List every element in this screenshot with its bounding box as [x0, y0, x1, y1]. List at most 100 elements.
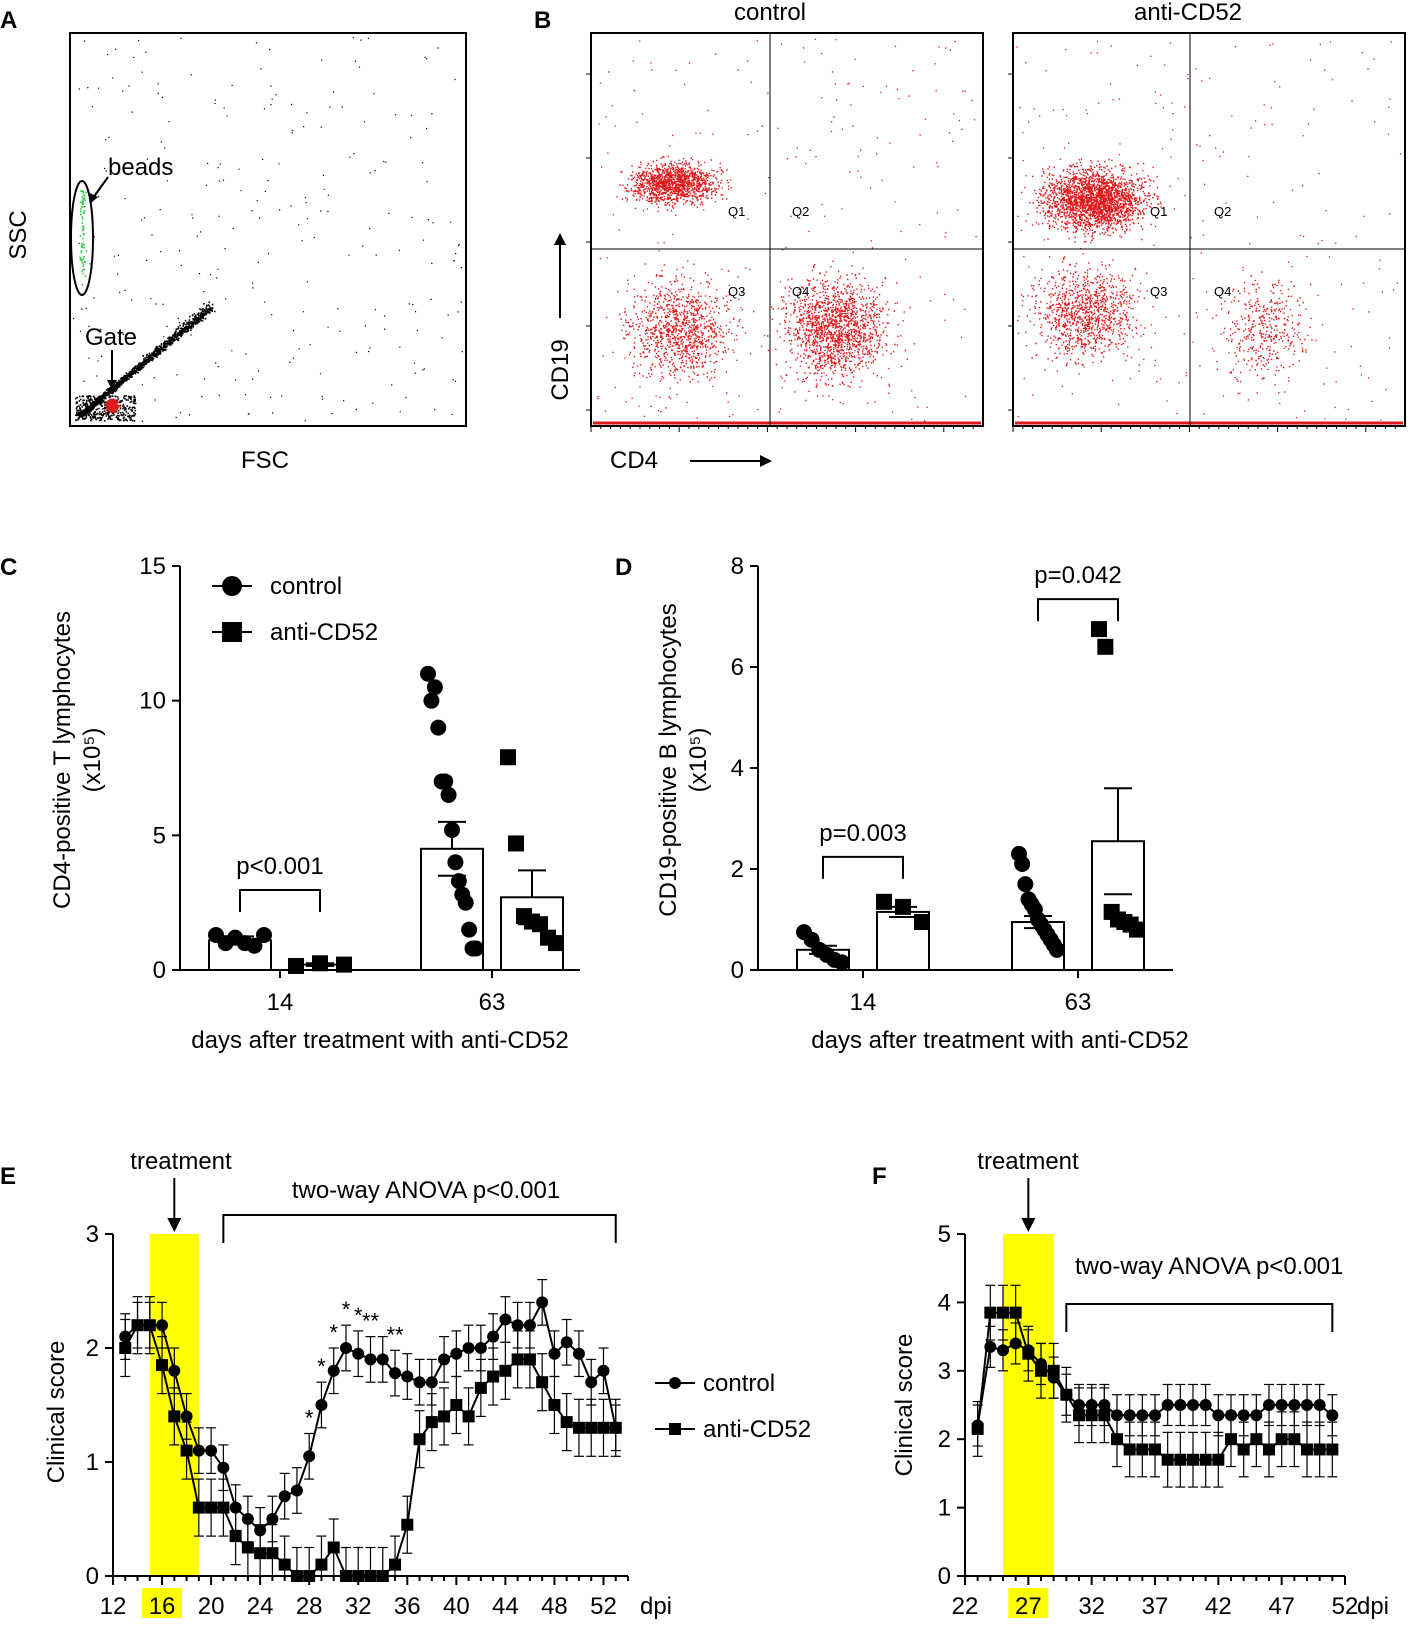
significance-star: * — [329, 1320, 338, 1345]
data-point-control — [585, 1376, 598, 1389]
data-point-anti-CD52 — [303, 1570, 316, 1582]
x-tick-label: 44 — [492, 1593, 519, 1620]
x-tick-label: 40 — [443, 1593, 470, 1620]
data-point-anti-CD52 — [266, 1547, 279, 1560]
data-point-control — [440, 786, 457, 803]
data-point-control — [315, 1399, 328, 1411]
data-point-anti-CD52 — [168, 1410, 181, 1423]
data-point-anti-CD52 — [560, 1416, 573, 1429]
panel-b-title-control: control — [734, 0, 806, 26]
panel-b-events — [586, 38, 1403, 432]
y-tick-label: 0 — [153, 957, 166, 984]
y-tick-label: 3 — [938, 1358, 951, 1385]
data-point-control — [1326, 1409, 1339, 1422]
panel-a-ylabel: SSC — [5, 210, 32, 259]
x-tick-label: 22 — [952, 1593, 979, 1620]
significance-star: * — [317, 1354, 326, 1379]
data-point-anti-CD52 — [1161, 1453, 1174, 1466]
data-point-control — [511, 1319, 524, 1332]
data-point-anti-CD52 — [229, 1530, 242, 1543]
data-point-anti-CD52 — [1326, 1443, 1339, 1456]
data-point-anti-CD52 — [1199, 1453, 1212, 1466]
data-point-control — [499, 1313, 512, 1326]
data-point-control — [217, 1461, 230, 1474]
significance-label: p<0.001 — [236, 853, 323, 880]
data-point-control — [303, 1450, 316, 1463]
x-tick-label: 32 — [345, 1593, 372, 1620]
quad-left-q4: Q4 — [792, 284, 809, 299]
data-point-anti-CD52 — [425, 1416, 438, 1429]
y-tick-label: 2 — [731, 856, 744, 883]
panel-e-ylabel: Clinical score — [43, 1341, 70, 1484]
data-point-anti-CD52 — [352, 1570, 365, 1582]
data-point-control — [180, 1410, 193, 1423]
data-point-anti-CD52 — [1098, 1409, 1111, 1422]
panel-b-title-anti-cd52: anti-CD52 — [1134, 0, 1242, 26]
data-point-anti-CD52 — [895, 898, 911, 915]
panel-f-ylabel: Clinical score — [891, 1334, 918, 1477]
panel-e-legend-anti-cd52: anti-CD52 — [703, 1416, 811, 1443]
data-point-control — [1199, 1399, 1212, 1411]
data-point-anti-CD52 — [609, 1421, 622, 1434]
significance-star: * — [305, 1406, 314, 1431]
significance-bracket — [822, 855, 904, 879]
data-point-control — [339, 1342, 352, 1354]
data-point-anti-CD52 — [500, 749, 516, 766]
data-point-control — [401, 1370, 414, 1383]
data-point-control — [457, 894, 474, 911]
panel-b-xlabel: CD4 — [610, 447, 658, 474]
beads-arrow-head — [90, 193, 98, 203]
data-point-anti-CD52 — [548, 1399, 561, 1411]
data-point-control — [1288, 1399, 1301, 1411]
data-point-control — [1014, 855, 1031, 872]
data-point-control — [413, 1376, 426, 1389]
legend-anti-cd52-marker — [669, 1423, 681, 1435]
y-tick-label: 8 — [731, 553, 744, 580]
data-point-control — [462, 1342, 475, 1354]
data-point-anti-CD52 — [438, 1410, 451, 1423]
legend-anti-cd52-label: anti-CD52 — [270, 619, 378, 646]
data-point-anti-CD52 — [217, 1501, 230, 1514]
y-tick-label: 4 — [938, 1289, 951, 1316]
data-point-anti-CD52 — [1047, 1364, 1060, 1377]
data-point-anti-CD52 — [997, 1306, 1009, 1319]
data-point-anti-CD52 — [1073, 1409, 1085, 1422]
x-tick-label: 52 — [590, 1593, 617, 1620]
data-point-anti-CD52 — [278, 1558, 291, 1571]
data-point-control — [536, 1296, 549, 1309]
data-point-control — [205, 1444, 218, 1457]
y-tick-label: 4 — [731, 755, 744, 782]
quad-left-q3: Q3 — [728, 284, 745, 299]
data-point-anti-CD52 — [548, 935, 564, 952]
x-axis-label: dpi — [1357, 1593, 1389, 1620]
bead-events — [79, 190, 88, 286]
data-point-control — [278, 1490, 291, 1503]
panel-letter-f: F — [872, 1163, 887, 1190]
data-point-anti-CD52 — [1225, 1433, 1237, 1446]
x-tick-label: 37 — [1142, 1593, 1169, 1620]
x-tick-label: 16 — [149, 1593, 176, 1620]
panel-f-treatment-label: treatment — [977, 1148, 1079, 1175]
treatment-window — [1003, 1234, 1054, 1576]
data-point-anti-CD52 — [339, 1570, 352, 1582]
data-point-control — [474, 1342, 487, 1354]
x-tick-label: 12 — [100, 1593, 127, 1620]
data-point-anti-CD52 — [914, 914, 930, 931]
data-point-anti-CD52 — [376, 1570, 389, 1582]
panel-b-x-arrow-head — [760, 455, 772, 467]
data-point-anti-CD52 — [401, 1518, 414, 1531]
panel-f-clinical-score: Clinical score treatment two-way ANOVA p… — [891, 1148, 1389, 1620]
y-tick-label: 6 — [731, 654, 744, 681]
panel-d-ylabel-unit: (x10⁵) — [685, 728, 712, 793]
gate-label: Gate — [85, 324, 137, 351]
y-tick-label: 5 — [938, 1221, 951, 1248]
data-point-anti-CD52 — [119, 1342, 132, 1354]
data-point-control — [246, 937, 263, 954]
data-point-control — [1275, 1399, 1288, 1411]
legend-control-label: control — [270, 573, 342, 600]
quad-right-q2: Q2 — [1214, 204, 1231, 219]
data-point-anti-CD52 — [597, 1421, 610, 1434]
highlight-tick-background — [1008, 1588, 1049, 1618]
quad-right-q1: Q1 — [1150, 204, 1167, 219]
significance-bracket — [239, 888, 321, 912]
